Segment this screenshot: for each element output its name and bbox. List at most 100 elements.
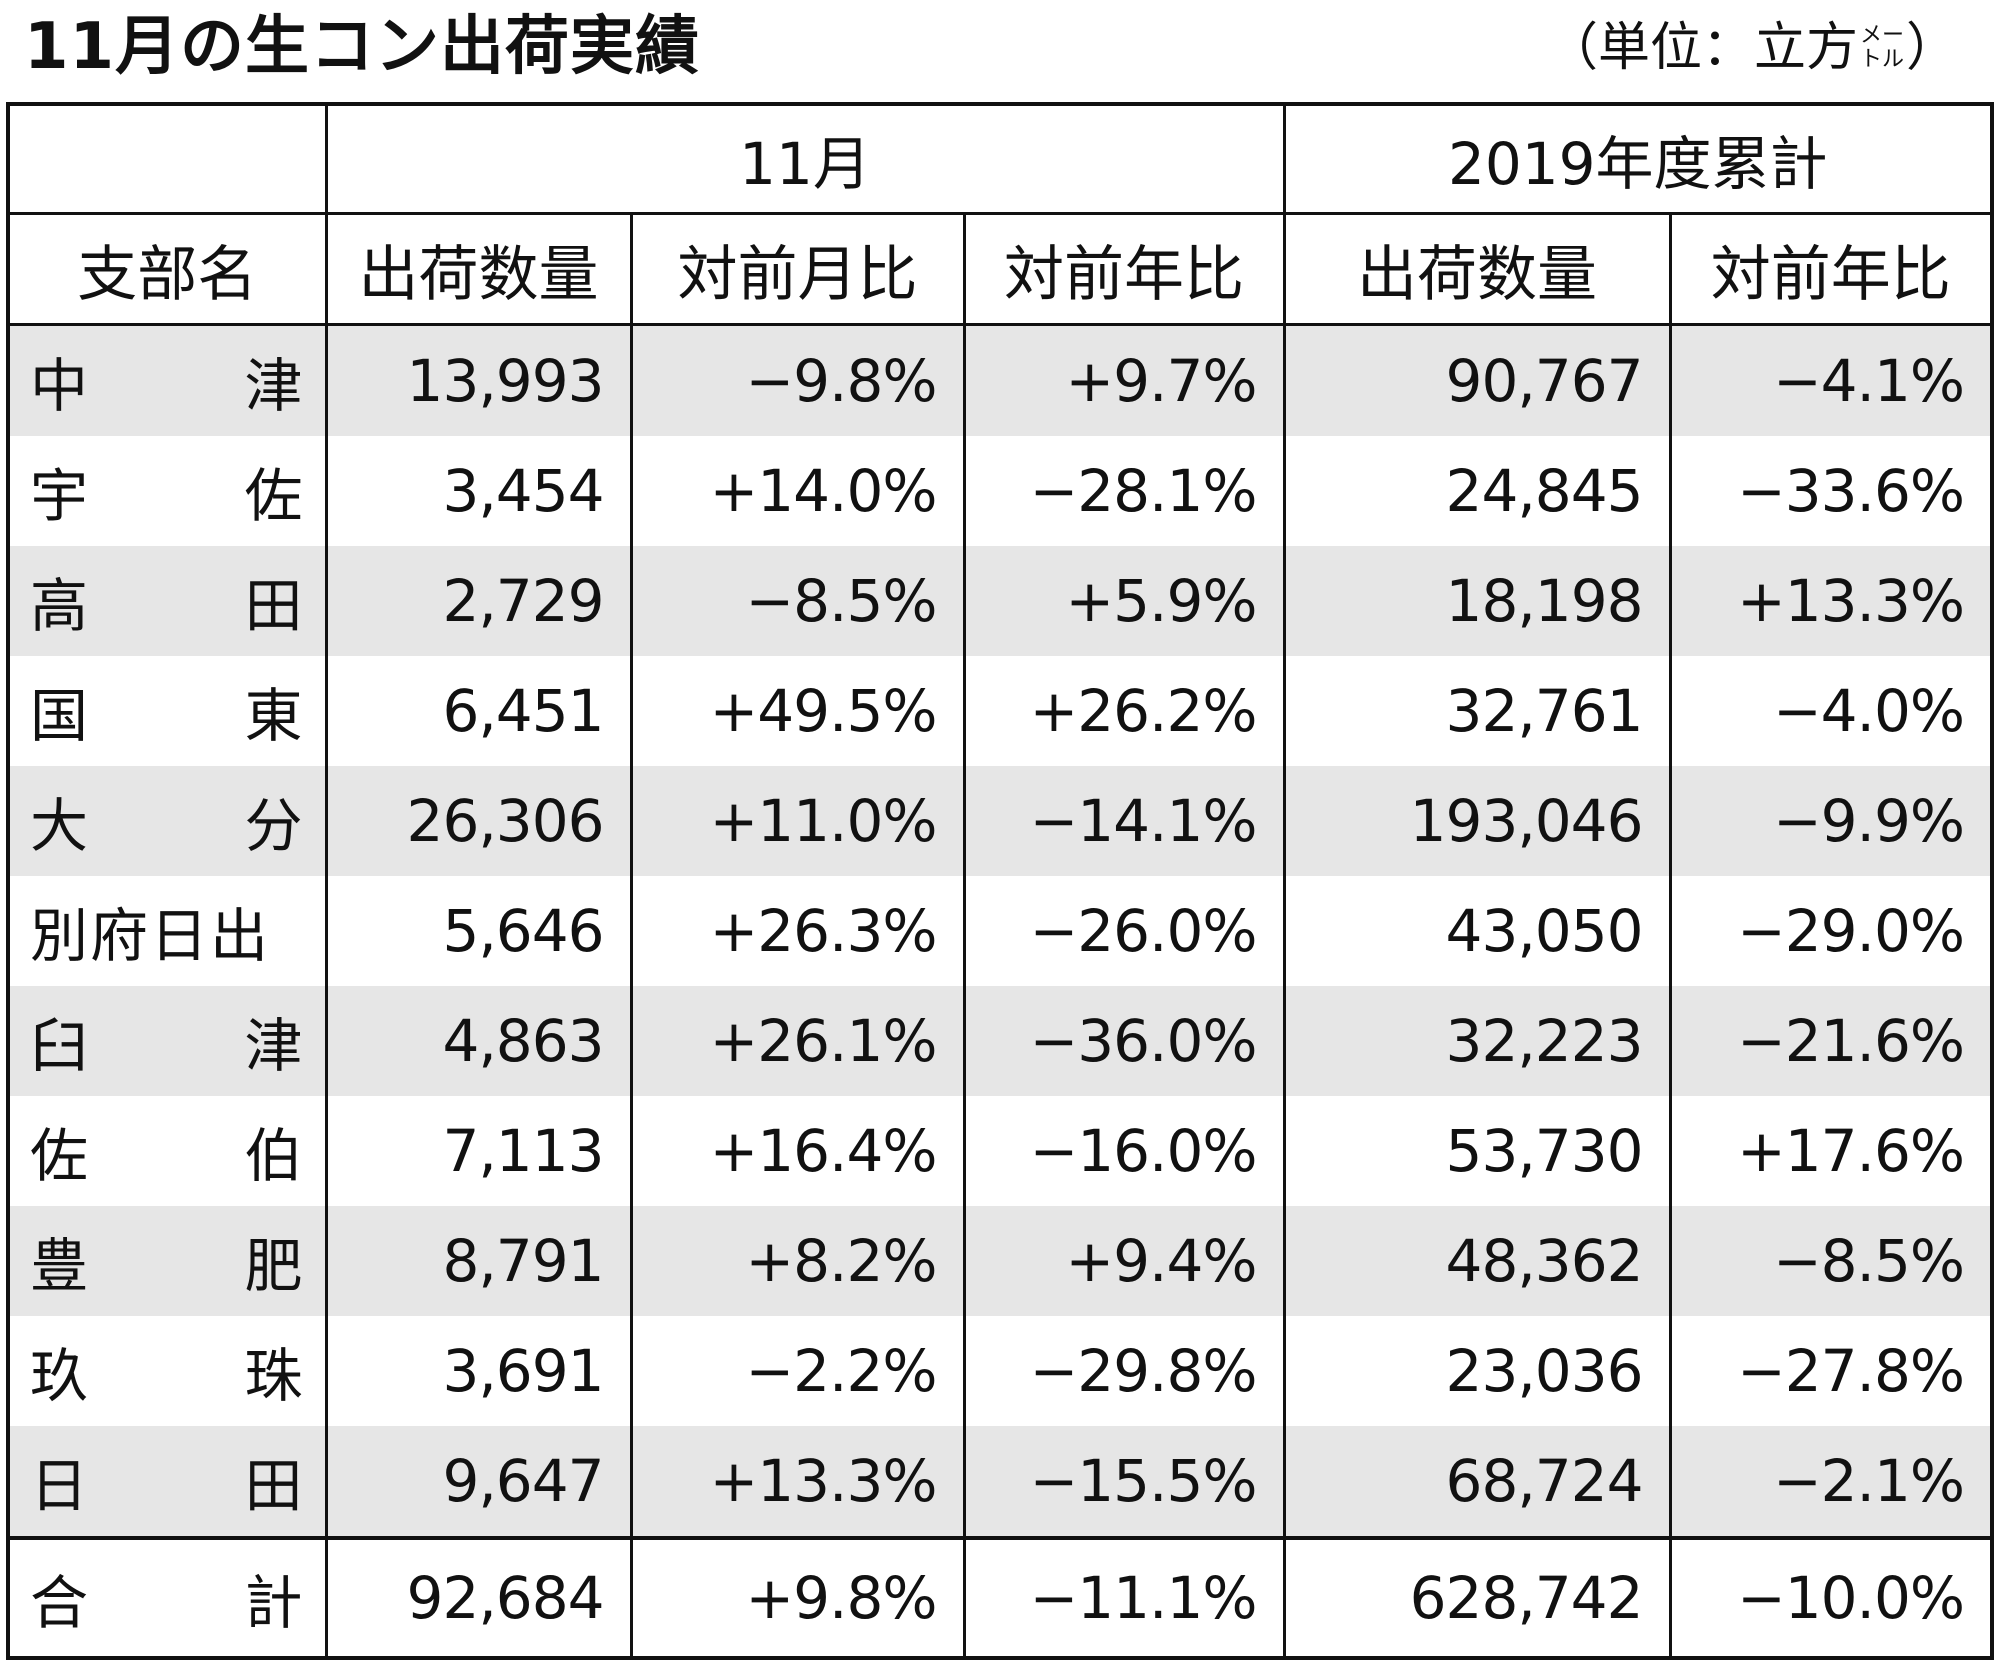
table-row: 宇佐 3,454 +14.0% −28.1% 24,845 −33.6% <box>6 436 1994 546</box>
cell-yoy: −29.8% <box>962 1316 1286 1426</box>
cell-yoy: −26.0% <box>962 876 1286 986</box>
branch-name-text: 豊肥 <box>30 1219 303 1303</box>
group-header-blank <box>6 104 328 215</box>
cell-cum-qty: 32,761 <box>1282 656 1672 766</box>
branch-name: 臼津 <box>6 986 328 1096</box>
branch-name-char: 珠 <box>244 1342 303 1410</box>
cell-yoy: −11.1% <box>962 1536 1286 1658</box>
cell-cum-yoy: +17.6% <box>1668 1096 1994 1206</box>
branch-name: 合計 <box>6 1536 328 1658</box>
branch-name-char: 豊 <box>30 1232 89 1300</box>
branch-name-char: 津 <box>244 352 303 420</box>
cell-cum-yoy: −8.5% <box>1668 1206 1994 1316</box>
table-row: 臼津 4,863 +26.1% −36.0% 32,223 −21.6% <box>6 986 1994 1096</box>
branch-name: 日田 <box>6 1426 328 1538</box>
cell-cum-yoy: −33.6% <box>1668 436 1994 546</box>
unit-text: 単位：立方 <box>1597 18 1858 78</box>
cell-cum-yoy: −4.0% <box>1668 656 1994 766</box>
cell-mom: −8.5% <box>629 546 966 656</box>
cell-qty: 7,113 <box>324 1096 633 1206</box>
unit-open-paren: （ <box>1545 18 1598 78</box>
branch-name: 大分 <box>6 766 328 876</box>
branch-name-char: 大 <box>30 792 89 860</box>
branch-name-char: 日 <box>30 1452 89 1520</box>
branch-name-char: 分 <box>244 792 303 860</box>
cell-cum-qty: 90,767 <box>1282 324 1672 436</box>
branch-name-text: 日田 <box>30 1439 303 1523</box>
unit-lower: トル <box>1859 47 1904 72</box>
cell-cum-yoy: −9.9% <box>1668 766 1994 876</box>
cell-yoy: −28.1% <box>962 436 1286 546</box>
cell-yoy: +9.7% <box>962 324 1286 436</box>
cell-yoy: −16.0% <box>962 1096 1286 1206</box>
cell-qty: 92,684 <box>324 1536 633 1658</box>
total-row: 合計 92,684 +9.8% −11.1% 628,742 −10.0% <box>6 1536 1994 1658</box>
unit-note: （単位：立方 メー トル） <box>1546 10 1958 80</box>
cell-mom: +14.0% <box>629 436 966 546</box>
cell-yoy: −15.5% <box>962 1426 1286 1538</box>
branch-name-text: 別府日出 <box>30 889 303 973</box>
branch-name-char: 田 <box>244 572 303 640</box>
branch-name-char: 佐 <box>244 462 303 530</box>
group-header-fy2019: 2019年度累計 <box>1282 104 1994 215</box>
cell-qty: 3,691 <box>324 1316 633 1426</box>
branch-name-text: 宇佐 <box>30 449 303 533</box>
cell-qty: 5,646 <box>324 876 633 986</box>
cell-cum-yoy: −2.1% <box>1668 1426 1994 1538</box>
branch-name-char: 別府日出 <box>30 902 271 970</box>
page-title: 11月の生コン出荷実績 <box>24 10 701 84</box>
branch-name: 佐伯 <box>6 1096 328 1206</box>
cell-yoy: +26.2% <box>962 656 1286 766</box>
cell-qty: 8,791 <box>324 1206 633 1316</box>
branch-name: 宇佐 <box>6 436 328 546</box>
group-header-row: 11月 2019年度累計 <box>6 104 1994 215</box>
cell-mom: +16.4% <box>629 1096 966 1206</box>
cell-qty: 26,306 <box>324 766 633 876</box>
cell-yoy: +5.9% <box>962 546 1286 656</box>
unit-close-paren: ） <box>1905 18 1958 78</box>
cell-cum-qty: 68,724 <box>1282 1426 1672 1538</box>
table-row: 高田 2,729 −8.5% +5.9% 18,198 +13.3% <box>6 546 1994 656</box>
cell-qty: 3,454 <box>324 436 633 546</box>
branch-name: 国東 <box>6 656 328 766</box>
cell-yoy: −14.1% <box>962 766 1286 876</box>
branch-name: 中津 <box>6 324 328 436</box>
cell-mom: +9.8% <box>629 1536 966 1658</box>
cell-cum-qty: 48,362 <box>1282 1206 1672 1316</box>
cell-cum-qty: 193,046 <box>1282 766 1672 876</box>
cell-cum-qty: 628,742 <box>1282 1536 1672 1658</box>
branch-name-text: 玖珠 <box>30 1329 303 1413</box>
table-row: 国東 6,451 +49.5% +26.2% 32,761 −4.0% <box>6 656 1994 766</box>
cell-cum-yoy: −27.8% <box>1668 1316 1994 1426</box>
cell-qty: 13,993 <box>324 324 633 436</box>
branch-name-char: 国 <box>30 682 89 750</box>
cell-cum-yoy: +13.3% <box>1668 546 1994 656</box>
cell-mom: +49.5% <box>629 656 966 766</box>
branch-name-text: 臼津 <box>30 999 303 1083</box>
branch-name: 豊肥 <box>6 1206 328 1316</box>
table-row: 玖珠 3,691 −2.2% −29.8% 23,036 −27.8% <box>6 1316 1994 1426</box>
branch-name-text: 高田 <box>30 559 303 643</box>
col-header-cum-qty: 出荷数量 <box>1282 213 1672 326</box>
branch-name-char: 計 <box>244 1569 303 1637</box>
unit-stacked-suffix: メー トル <box>1860 24 1904 72</box>
branch-name-text: 大分 <box>30 779 303 863</box>
cell-cum-qty: 43,050 <box>1282 876 1672 986</box>
table-row: 別府日出 5,646 +26.3% −26.0% 43,050 −29.0% <box>6 876 1994 986</box>
cell-mom: +8.2% <box>629 1206 966 1316</box>
branch-name-char: 肥 <box>244 1232 303 1300</box>
branch-name-char: 佐 <box>30 1122 89 1190</box>
cell-cum-yoy: −10.0% <box>1668 1536 1994 1658</box>
cell-cum-qty: 23,036 <box>1282 1316 1672 1426</box>
cell-mom: +13.3% <box>629 1426 966 1538</box>
cell-cum-qty: 24,845 <box>1282 436 1672 546</box>
cell-mom: +26.1% <box>629 986 966 1096</box>
cell-mom: +26.3% <box>629 876 966 986</box>
branch-name: 玖珠 <box>6 1316 328 1426</box>
cell-cum-yoy: −29.0% <box>1668 876 1994 986</box>
branch-name-text: 合計 <box>30 1556 303 1640</box>
col-header-yoy: 対前年比 <box>962 213 1286 326</box>
table-row: 豊肥 8,791 +8.2% +9.4% 48,362 −8.5% <box>6 1206 1994 1316</box>
col-header-qty: 出荷数量 <box>324 213 633 326</box>
group-header-november: 11月 <box>324 104 1286 215</box>
